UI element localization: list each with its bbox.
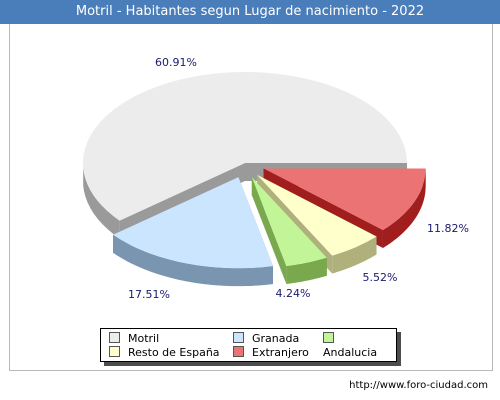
data-label-andalucia: 4.24% — [276, 287, 311, 300]
slice-resto-de-espana — [257, 174, 377, 274]
legend-swatch-granada — [233, 332, 244, 343]
legend-label-andalucia: Andalucia — [323, 346, 378, 359]
slice-top-extranjero — [263, 168, 426, 230]
legend-item-resto-de-espana: Resto de España — [109, 346, 220, 360]
slice-top-andalucia — [251, 177, 327, 267]
data-label-motril: 60.91% — [155, 56, 197, 69]
slice-top-granada — [113, 177, 273, 269]
slice-side-extranjero — [382, 169, 426, 248]
slice-granada — [113, 177, 273, 287]
legend-swatch-resto-de-espana — [109, 346, 120, 357]
source-url: http://www.foro-ciudad.com — [349, 380, 488, 391]
chart-title: Motril - Habitantes segun Lugar de nacim… — [0, 0, 500, 24]
data-label-extranjero: 11.82% — [427, 222, 469, 235]
legend-item-andalucia: Andalucia — [323, 332, 396, 359]
legend-item-granada: Granada — [233, 332, 299, 346]
legend-label-resto-de-espana: Resto de España — [128, 346, 220, 359]
slice-side-granada — [113, 234, 273, 287]
legend-swatch-motril — [109, 332, 120, 343]
legend-item-extranjero: Extranjero — [233, 346, 309, 360]
legend-swatch-extranjero — [233, 346, 244, 357]
legend-swatch-andalucia — [323, 332, 334, 343]
legend-label-motril: Motril — [128, 332, 160, 345]
data-label-resto-de-espana: 5.52% — [363, 271, 398, 284]
slice-andalucia — [251, 177, 327, 285]
legend-item-motril: Motril — [109, 332, 159, 346]
data-label-granada: 17.51% — [128, 288, 170, 301]
slice-top-resto-de-espana — [257, 174, 377, 256]
legend-label-granada: Granada — [252, 332, 300, 345]
slice-top-motril — [83, 72, 407, 221]
legend: Motril Granada Andalucia Resto de España… — [100, 328, 397, 362]
legend-label-extranjero: Extranjero — [252, 346, 309, 359]
slice-side-motril — [83, 167, 120, 239]
